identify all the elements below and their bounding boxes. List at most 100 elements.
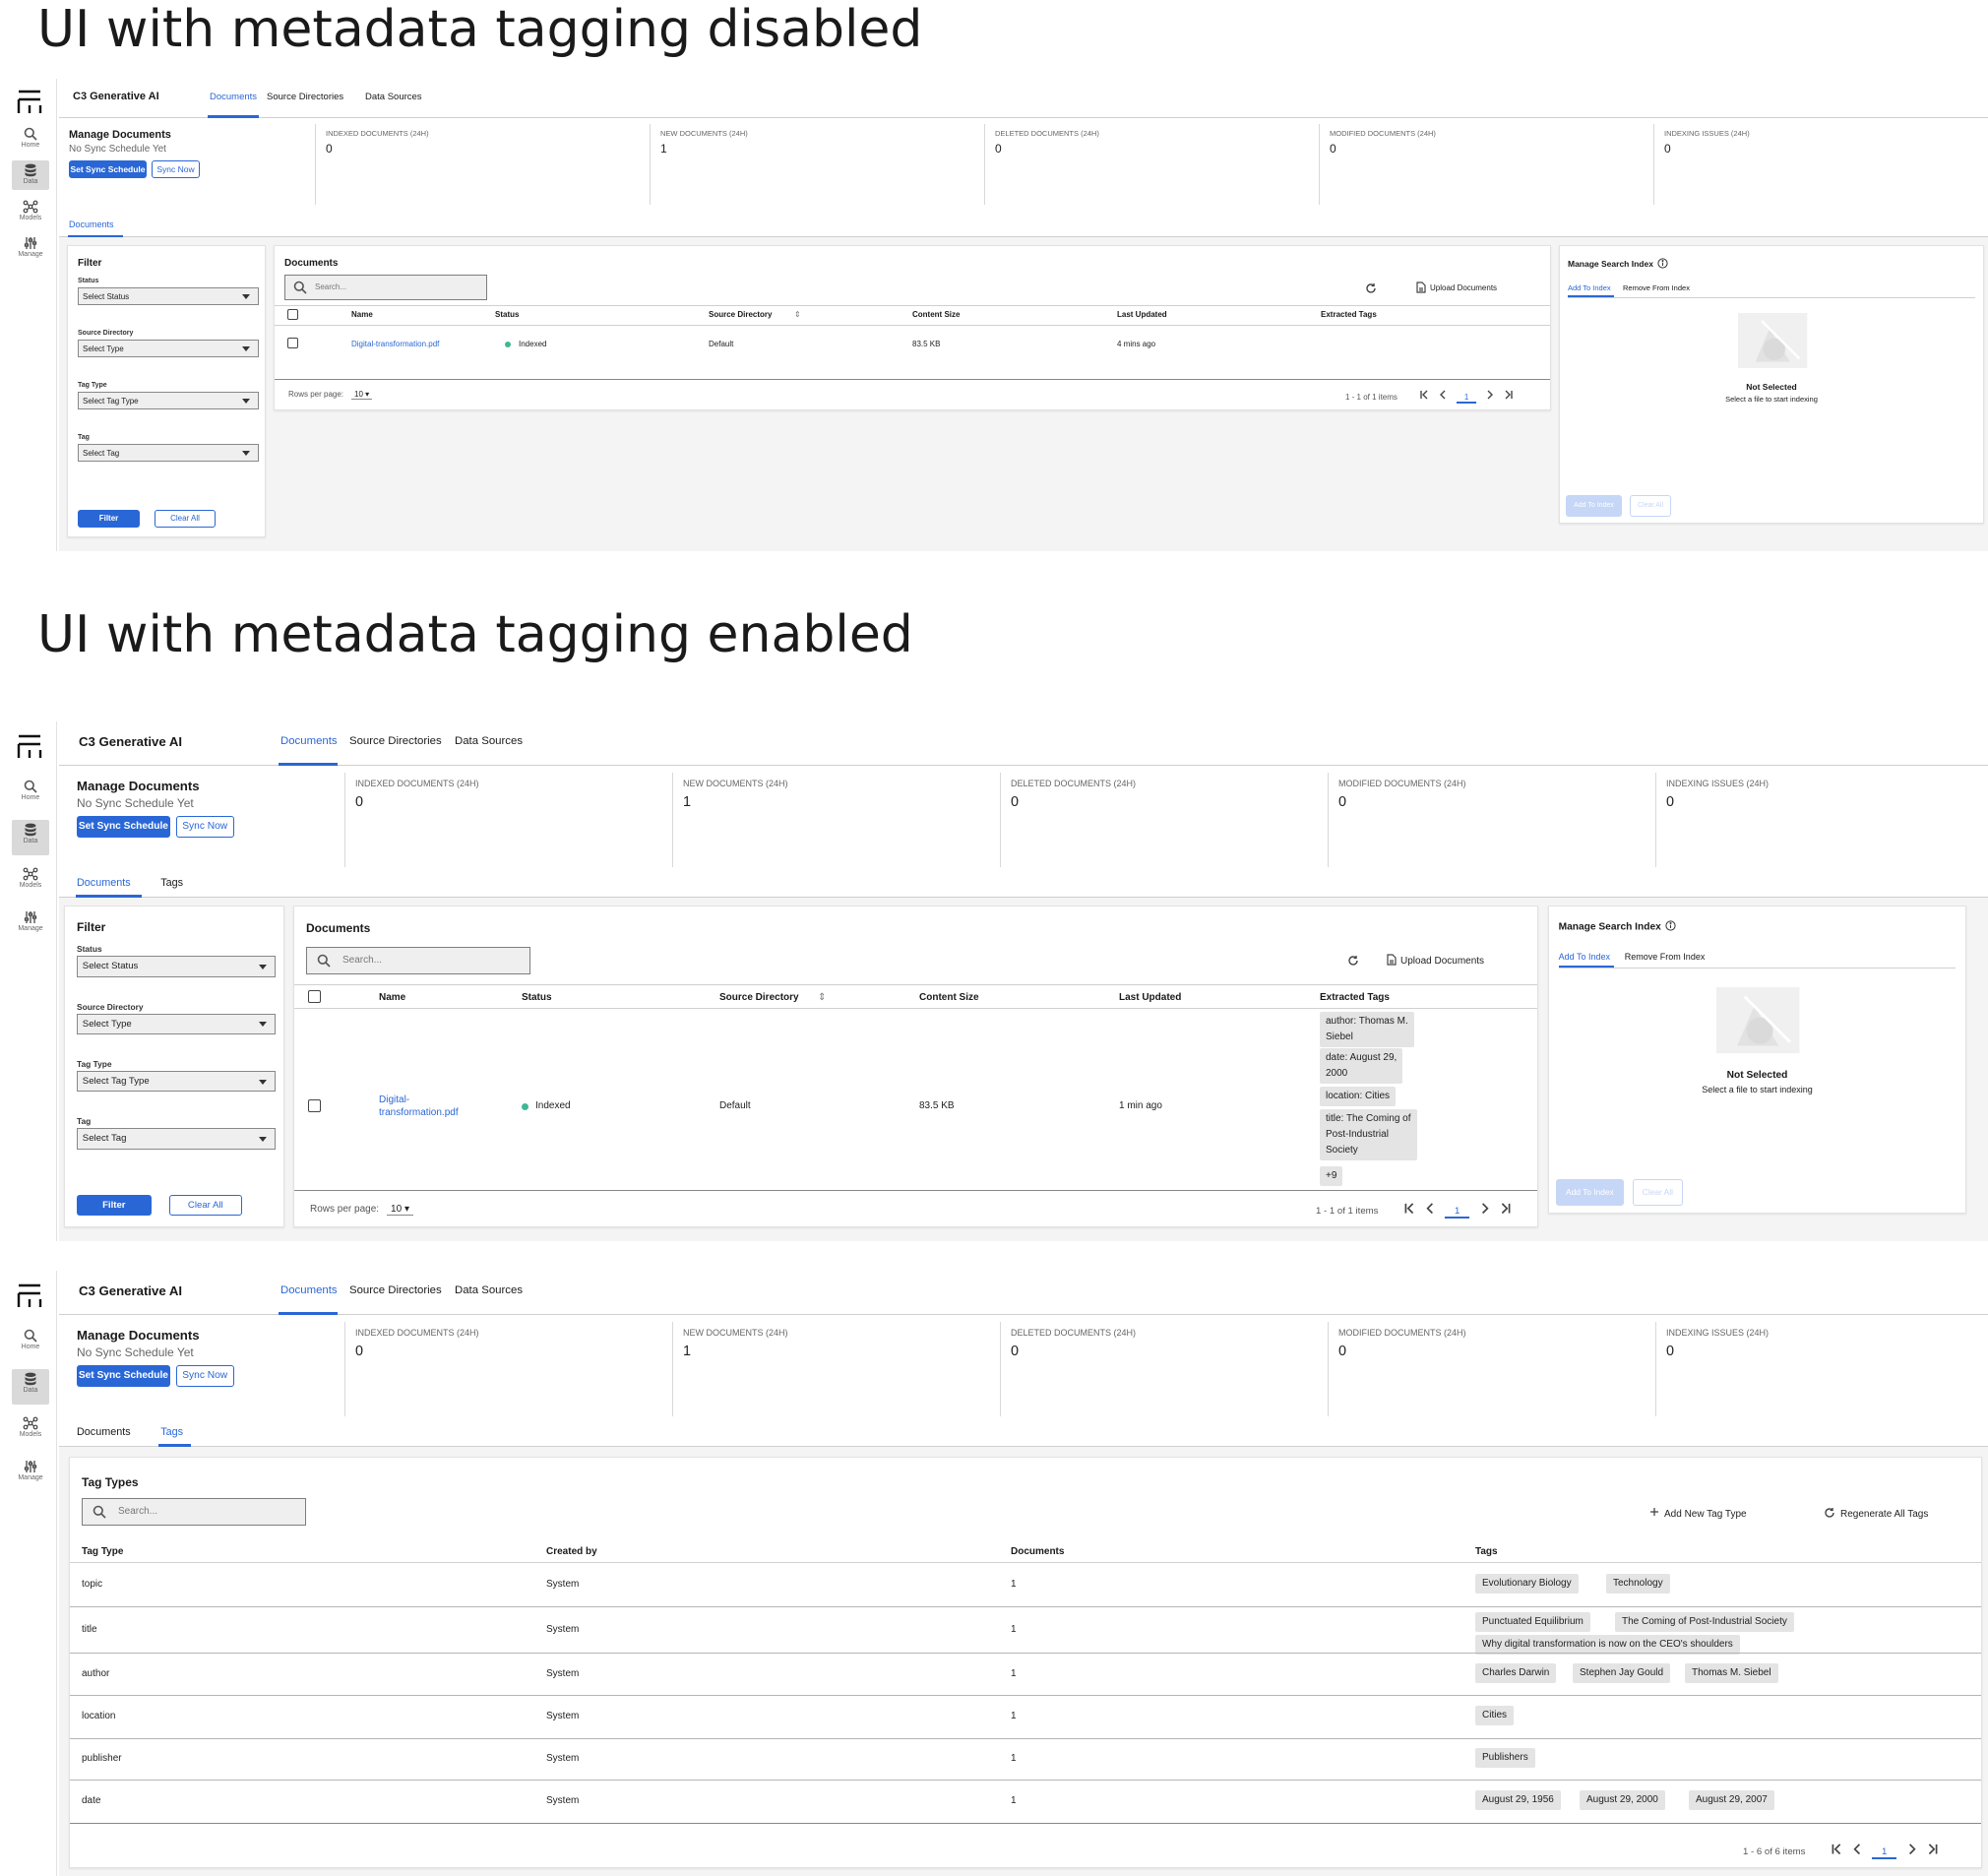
column-header[interactable]: Source Directory bbox=[709, 310, 773, 319]
clear-all-button[interactable]: Clear All bbox=[155, 510, 216, 528]
column-header[interactable]: Source Directory bbox=[719, 992, 799, 1003]
rows-per-page-select[interactable]: 10 ▾ bbox=[387, 1204, 413, 1216]
tag-type-select[interactable]: Select Tag Type bbox=[78, 392, 259, 409]
tab-source-directories[interactable]: Source Directories bbox=[267, 92, 344, 102]
tab-data-sources[interactable]: Data Sources bbox=[455, 735, 524, 748]
subtab-documents[interactable]: Documents bbox=[69, 219, 114, 229]
filter-button[interactable]: Filter bbox=[77, 1194, 152, 1217]
sidebar-item-manage[interactable]: Manage bbox=[12, 907, 49, 942]
tag-select[interactable]: Select Tag bbox=[77, 1128, 277, 1150]
sidebar-item-manage[interactable]: Manage bbox=[12, 1456, 49, 1491]
last-page-icon[interactable] bbox=[1504, 390, 1514, 402]
tab-documents[interactable]: Documents bbox=[210, 92, 258, 102]
sidebar-item-data[interactable]: Data bbox=[12, 1368, 49, 1405]
last-page-icon[interactable] bbox=[1500, 1203, 1512, 1219]
sidebar-item-data[interactable]: Data bbox=[12, 160, 49, 190]
tag-chip[interactable]: August 29, 2007 bbox=[1689, 1790, 1774, 1810]
subtab-documents[interactable]: Documents bbox=[77, 1425, 131, 1438]
current-page[interactable]: 1 bbox=[1456, 393, 1477, 404]
tag-chip[interactable]: Charles Darwin bbox=[1475, 1662, 1557, 1683]
sort-icon[interactable]: ⇕ bbox=[818, 992, 827, 1003]
info-icon[interactable] bbox=[1665, 920, 1676, 934]
subtab-tags[interactable]: Tags bbox=[160, 1425, 183, 1438]
tag-select[interactable]: Select Tag bbox=[78, 444, 259, 462]
tab-documents[interactable]: Documents bbox=[280, 735, 338, 748]
tab-source-directories[interactable]: Source Directories bbox=[349, 1284, 442, 1297]
documents-search-input[interactable]: Search... bbox=[284, 275, 487, 300]
add-new-tag-type-button[interactable]: Add New Tag Type bbox=[1649, 1507, 1747, 1520]
tag-chip[interactable]: August 29, 1956 bbox=[1475, 1790, 1561, 1810]
subtab-tags[interactable]: Tags bbox=[160, 876, 183, 889]
row-checkbox[interactable] bbox=[308, 1099, 321, 1112]
subtab-documents[interactable]: Documents bbox=[77, 876, 131, 889]
first-page-icon[interactable] bbox=[1403, 1203, 1415, 1219]
last-page-icon[interactable] bbox=[1927, 1844, 1939, 1859]
prev-page-icon[interactable] bbox=[1424, 1203, 1436, 1219]
document-name-link[interactable]: Digital-transformation.pdf bbox=[379, 1094, 459, 1119]
extracted-tag-chip[interactable]: +9 bbox=[1320, 1166, 1343, 1186]
sync-now-button[interactable]: Sync Now bbox=[152, 160, 200, 178]
set-sync-schedule-button[interactable]: Set Sync Schedule bbox=[77, 1365, 170, 1387]
row-checkbox[interactable] bbox=[287, 338, 298, 348]
prev-page-icon[interactable] bbox=[1851, 1844, 1863, 1859]
tag-chip[interactable]: Punctuated Equilibrium bbox=[1475, 1612, 1590, 1632]
tag-chip[interactable]: Stephen Jay Gould bbox=[1573, 1662, 1671, 1683]
add-to-index-button[interactable]: Add To Index bbox=[1566, 495, 1622, 517]
tab-data-sources[interactable]: Data Sources bbox=[365, 92, 422, 102]
sidebar-item-models[interactable]: Models bbox=[12, 197, 49, 226]
tag-type-select[interactable]: Select Tag Type bbox=[77, 1070, 277, 1093]
tag-chip[interactable]: Evolutionary Biology bbox=[1475, 1574, 1579, 1594]
clear-all-index-button[interactable]: Clear All bbox=[1633, 1179, 1683, 1206]
current-page[interactable]: 1 bbox=[1872, 1846, 1896, 1859]
tag-chip[interactable]: August 29, 2000 bbox=[1580, 1790, 1665, 1810]
document-name-link[interactable]: Digital-transformation.pdf bbox=[351, 340, 440, 348]
status-filter-select[interactable]: Select Status bbox=[77, 956, 277, 977]
tag-chip[interactable]: Cities bbox=[1475, 1706, 1515, 1725]
regenerate-all-tags-button[interactable]: Regenerate All Tags bbox=[1824, 1507, 1928, 1522]
next-page-icon[interactable] bbox=[1479, 1203, 1491, 1219]
sidebar-item-home[interactable]: Home bbox=[12, 1325, 49, 1360]
select-all-checkbox[interactable] bbox=[287, 309, 298, 320]
sidebar-item-home[interactable]: Home bbox=[12, 124, 49, 154]
tab-add-to-index[interactable]: Add To Index bbox=[1568, 283, 1611, 292]
clear-all-index-button[interactable]: Clear All bbox=[1630, 495, 1671, 517]
sort-icon[interactable]: ⇕ bbox=[794, 310, 801, 319]
status-filter-select[interactable]: Select Status bbox=[78, 287, 259, 305]
documents-search-input[interactable]: Search... bbox=[306, 947, 530, 974]
rows-per-page-select[interactable]: 10 ▾ bbox=[351, 390, 373, 400]
upload-documents-button[interactable]: Upload Documents bbox=[1387, 954, 1484, 969]
tab-remove-from-index[interactable]: Remove From Index bbox=[1623, 283, 1690, 292]
next-page-icon[interactable] bbox=[1906, 1844, 1918, 1859]
tab-data-sources[interactable]: Data Sources bbox=[455, 1284, 524, 1297]
sync-now-button[interactable]: Sync Now bbox=[175, 1365, 234, 1387]
tab-source-directories[interactable]: Source Directories bbox=[349, 735, 442, 748]
info-icon[interactable] bbox=[1657, 258, 1668, 271]
tab-add-to-index[interactable]: Add To Index bbox=[1558, 951, 1610, 962]
filter-button[interactable]: Filter bbox=[78, 510, 140, 528]
refresh-icon[interactable] bbox=[1347, 954, 1359, 971]
set-sync-schedule-button[interactable]: Set Sync Schedule bbox=[69, 160, 147, 178]
tag-chip[interactable]: Technology bbox=[1606, 1574, 1670, 1594]
tag-types-search-input[interactable]: Search... bbox=[82, 1498, 306, 1526]
next-page-icon[interactable] bbox=[1485, 390, 1495, 402]
tab-documents[interactable]: Documents bbox=[280, 1284, 338, 1297]
tag-chip[interactable]: The Coming of Post-Industrial Society bbox=[1615, 1612, 1794, 1632]
sidebar-item-data[interactable]: Data bbox=[12, 819, 49, 855]
upload-documents-button[interactable]: Upload Documents bbox=[1416, 281, 1497, 295]
current-page[interactable]: 1 bbox=[1445, 1206, 1469, 1219]
tag-chip[interactable]: Publishers bbox=[1475, 1748, 1535, 1768]
source-directory-select[interactable]: Select Type bbox=[78, 340, 259, 357]
refresh-icon[interactable] bbox=[1365, 281, 1377, 299]
select-all-checkbox[interactable] bbox=[308, 990, 321, 1003]
first-page-icon[interactable] bbox=[1419, 390, 1429, 402]
sidebar-item-models[interactable]: Models bbox=[12, 1412, 49, 1448]
sidebar-item-models[interactable]: Models bbox=[12, 863, 49, 899]
sync-now-button[interactable]: Sync Now bbox=[175, 816, 234, 838]
clear-all-button[interactable]: Clear All bbox=[168, 1194, 242, 1217]
tag-chip[interactable]: Thomas M. Siebel bbox=[1685, 1662, 1778, 1683]
tab-remove-from-index[interactable]: Remove From Index bbox=[1624, 951, 1706, 962]
set-sync-schedule-button[interactable]: Set Sync Schedule bbox=[77, 816, 170, 838]
sidebar-item-home[interactable]: Home bbox=[12, 776, 49, 811]
add-to-index-button[interactable]: Add To Index bbox=[1556, 1179, 1624, 1206]
source-directory-select[interactable]: Select Type bbox=[77, 1013, 277, 1035]
